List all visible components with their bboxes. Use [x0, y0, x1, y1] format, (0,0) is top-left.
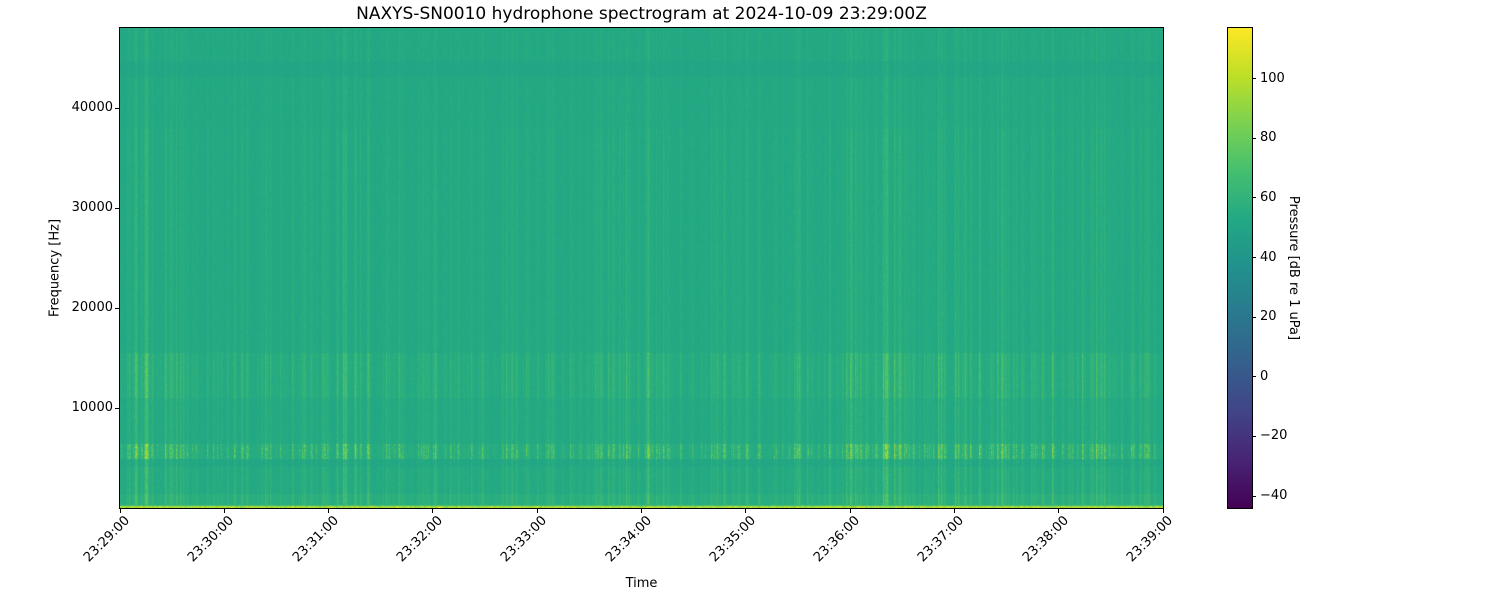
colorbar-tick-label: −20	[1260, 428, 1288, 444]
colorbar-gradient	[1228, 28, 1252, 508]
colorbar-tickmark	[1252, 257, 1256, 259]
y-tickmark	[115, 107, 119, 109]
spectrogram-canvas	[120, 28, 1163, 508]
x-tick-label: 23:33:00	[498, 513, 551, 566]
x-axis-label: Time	[625, 576, 658, 591]
x-tickmark	[849, 509, 851, 513]
x-tick-label: 23:31:00	[289, 513, 342, 566]
colorbar-tick-label: 0	[1260, 368, 1269, 384]
colorbar-tickmark	[1252, 495, 1256, 497]
x-tick-label: 23:37:00	[915, 513, 968, 566]
colorbar-tickmark	[1252, 78, 1256, 80]
y-tick-label: 20000	[71, 300, 113, 315]
x-tickmark	[119, 509, 121, 513]
colorbar-tick-label: −40	[1260, 488, 1288, 504]
x-tick-label: 23:35:00	[706, 513, 759, 566]
colorbar	[1227, 27, 1253, 509]
colorbar-label: Pressure [dB re 1 uPa]	[1286, 195, 1301, 341]
x-tickmark	[328, 509, 330, 513]
x-tick-label: 23:36:00	[811, 513, 863, 566]
y-tick-label: 40000	[71, 100, 113, 115]
x-tickmark	[536, 509, 538, 513]
x-tickmark	[745, 509, 747, 513]
colorbar-tickmark	[1252, 435, 1256, 437]
colorbar-tickmark	[1252, 316, 1256, 318]
colorbar-tick-label: 100	[1260, 70, 1285, 86]
x-tick-label: 23:32:00	[393, 513, 446, 566]
y-axis-label: Frequency [Hz]	[47, 218, 63, 318]
colorbar-tick-label: 80	[1260, 130, 1277, 146]
y-tickmark	[115, 407, 119, 409]
colorbar-tick-label: 60	[1260, 189, 1277, 205]
x-tick-label: 23:34:00	[602, 513, 655, 566]
x-tickmark	[1058, 509, 1060, 513]
y-tickmark	[115, 307, 119, 309]
x-tickmark	[223, 509, 225, 513]
colorbar-tick-label: 20	[1260, 309, 1277, 325]
x-tick-label: 23:39:00	[1124, 513, 1176, 566]
colorbar-tickmark	[1252, 197, 1256, 199]
x-tickmark	[953, 509, 955, 513]
colorbar-tickmark	[1252, 137, 1256, 139]
y-tick-label: 30000	[71, 200, 113, 215]
colorbar-tick-label: 40	[1260, 249, 1277, 265]
colorbar-tickmark	[1252, 376, 1256, 378]
x-tickmark	[641, 509, 642, 513]
x-tick-label: 23:38:00	[1019, 513, 1072, 566]
spectrogram-plot-area	[119, 27, 1164, 509]
x-tickmark	[1162, 509, 1164, 513]
x-tick-label: 23:29:00	[81, 513, 133, 566]
y-tickmark	[115, 207, 119, 209]
y-tick-label: 10000	[71, 400, 113, 415]
x-tick-label: 23:30:00	[185, 513, 238, 566]
chart-title: NAXYS-SN0010 hydrophone spectrogram at 2…	[356, 4, 927, 24]
x-tickmark	[432, 509, 434, 513]
